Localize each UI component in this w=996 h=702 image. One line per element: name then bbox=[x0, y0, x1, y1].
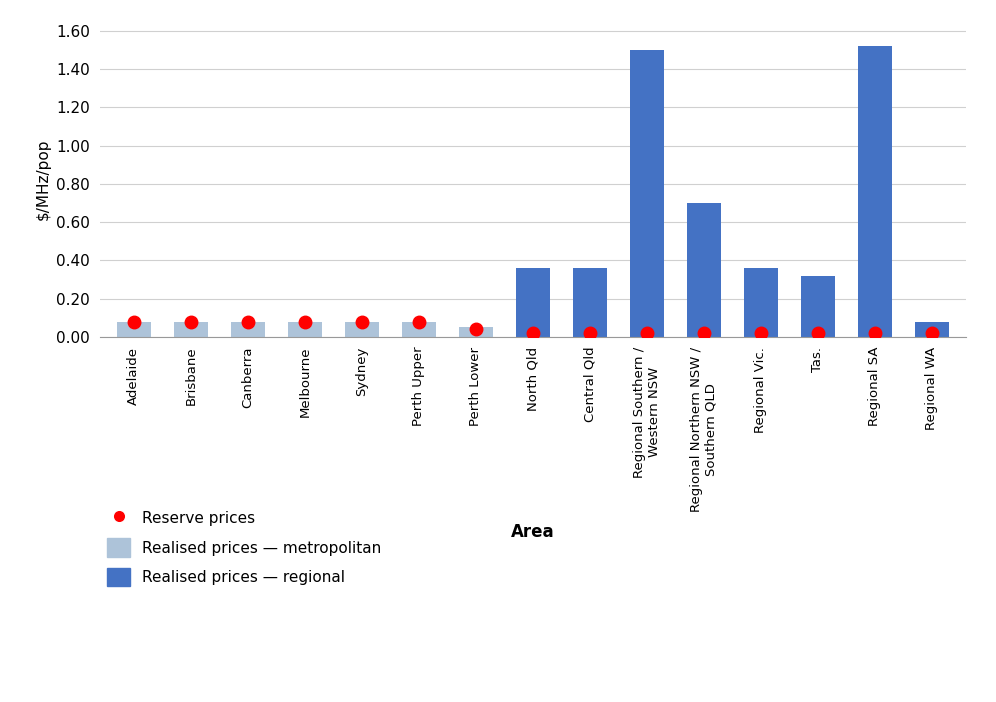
Legend: Reserve prices, Realised prices — metropolitan, Realised prices — regional: Reserve prices, Realised prices — metrop… bbox=[108, 509, 381, 586]
Bar bbox=[914, 322, 949, 337]
Bar bbox=[401, 322, 436, 337]
Bar bbox=[231, 322, 265, 337]
Bar bbox=[573, 268, 607, 337]
Bar bbox=[858, 46, 892, 337]
Bar bbox=[744, 268, 778, 337]
X-axis label: Area: Area bbox=[511, 523, 555, 541]
Bar bbox=[117, 322, 151, 337]
Bar bbox=[801, 276, 835, 337]
Y-axis label: $/MHz/pop: $/MHz/pop bbox=[36, 138, 51, 220]
Bar bbox=[345, 322, 378, 337]
Bar bbox=[459, 327, 493, 337]
Bar bbox=[173, 322, 208, 337]
Bar bbox=[629, 50, 664, 337]
Bar bbox=[687, 203, 721, 337]
Bar bbox=[288, 322, 322, 337]
Bar bbox=[516, 268, 550, 337]
